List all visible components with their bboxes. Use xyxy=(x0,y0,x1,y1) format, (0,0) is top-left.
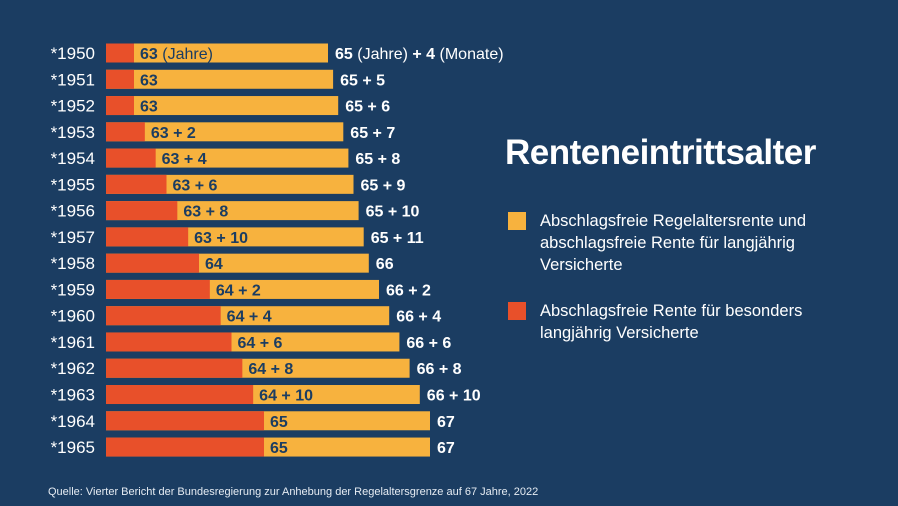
category-label: *1953 xyxy=(51,123,95,142)
bar-early xyxy=(106,332,232,352)
data-label-regular: 66 + 10 xyxy=(427,388,481,405)
data-label-early: 64 + 2 xyxy=(216,282,261,299)
bar-early xyxy=(106,122,145,142)
bar-regular xyxy=(106,69,334,89)
category-label: *1955 xyxy=(51,175,95,194)
data-label-regular: 65 + 10 xyxy=(366,204,420,221)
data-label-regular: 66 + 4 xyxy=(396,309,441,326)
bar-regular xyxy=(106,148,349,168)
data-label-regular: 65 + 7 xyxy=(350,125,395,142)
bar-early xyxy=(106,253,200,273)
bar-early xyxy=(106,96,134,116)
category-label: *1960 xyxy=(51,307,95,326)
bar-regular xyxy=(106,122,344,142)
data-label-regular: 67 xyxy=(437,414,455,431)
data-label-early: 63 (Jahre) xyxy=(140,46,213,63)
chart-title: Renteneintrittsalter xyxy=(505,133,816,172)
bar-early xyxy=(106,227,189,247)
category-label: *1951 xyxy=(51,70,95,89)
legend-item-regular: Abschlagsfreie Regelaltersrente und absc… xyxy=(508,210,838,276)
data-label-early: 63 + 4 xyxy=(162,151,207,168)
data-label-early: 63 xyxy=(140,99,158,116)
category-label: *1952 xyxy=(51,97,95,116)
bar-early xyxy=(106,437,265,457)
data-label-regular: 66 xyxy=(376,256,394,273)
data-label-regular: 65 + 5 xyxy=(340,72,385,89)
bar-early xyxy=(106,43,134,63)
category-label: *1958 xyxy=(51,254,95,273)
category-label: *1957 xyxy=(51,228,95,247)
legend-label-early: Abschlagsfreie Rente für besonders langj… xyxy=(540,302,803,342)
data-label-early: 64 xyxy=(205,256,223,273)
data-label-early: 63 xyxy=(140,72,158,89)
category-label: *1956 xyxy=(51,202,95,221)
bar-early xyxy=(106,69,134,89)
data-label-early: 65 xyxy=(270,440,288,457)
category-label: *1959 xyxy=(51,280,95,299)
data-label-early: 63 + 2 xyxy=(151,125,196,142)
bar-early xyxy=(106,279,210,299)
legend-swatch-early xyxy=(508,302,526,320)
source-note: Quelle: Vierter Bericht der Bundesregier… xyxy=(48,486,539,498)
bar-early xyxy=(106,411,265,431)
bar-early xyxy=(106,306,221,326)
bar-early xyxy=(106,358,243,378)
bar-early xyxy=(106,201,178,221)
data-label-early: 64 + 6 xyxy=(238,335,283,352)
data-label-regular: 67 xyxy=(437,440,455,457)
data-label-early: 63 + 10 xyxy=(194,230,248,247)
data-label-early: 64 + 10 xyxy=(259,388,313,405)
bar-early xyxy=(106,148,156,168)
category-label: *1962 xyxy=(51,359,95,378)
bar-regular xyxy=(106,43,328,63)
data-label-regular: 65 + 11 xyxy=(371,230,424,247)
category-label: *1963 xyxy=(51,386,95,405)
bar-regular xyxy=(106,96,339,116)
category-label: *1950 xyxy=(51,44,95,63)
bar-early xyxy=(106,385,254,405)
category-label: *1961 xyxy=(51,333,95,352)
data-label-regular: 65 + 6 xyxy=(345,99,390,116)
data-label-regular: 65 + 9 xyxy=(361,177,406,194)
data-label-early: 63 + 8 xyxy=(183,204,228,221)
data-label-early: 63 + 6 xyxy=(173,177,218,194)
data-label-early: 64 + 4 xyxy=(227,309,272,326)
data-label-regular: 66 + 2 xyxy=(386,282,431,299)
data-label-regular: 66 + 8 xyxy=(417,361,462,378)
bar-regular xyxy=(106,174,354,194)
legend-swatch-regular xyxy=(508,212,526,230)
legend-item-early: Abschlagsfreie Rente für besonders langj… xyxy=(508,300,838,344)
data-label-regular: 66 + 6 xyxy=(406,335,451,352)
bar-early xyxy=(106,174,167,194)
data-label-regular: 65 (Jahre) + 4 (Monate) xyxy=(335,46,504,63)
legend-label-regular: Abschlagsfreie Regelaltersrente und absc… xyxy=(540,212,806,274)
data-label-early: 64 + 8 xyxy=(248,361,293,378)
category-label: *1954 xyxy=(51,149,95,168)
data-label-regular: 65 + 8 xyxy=(355,151,400,168)
data-label-early: 65 xyxy=(270,414,288,431)
category-label: *1965 xyxy=(51,438,95,457)
category-label: *1964 xyxy=(51,412,95,431)
